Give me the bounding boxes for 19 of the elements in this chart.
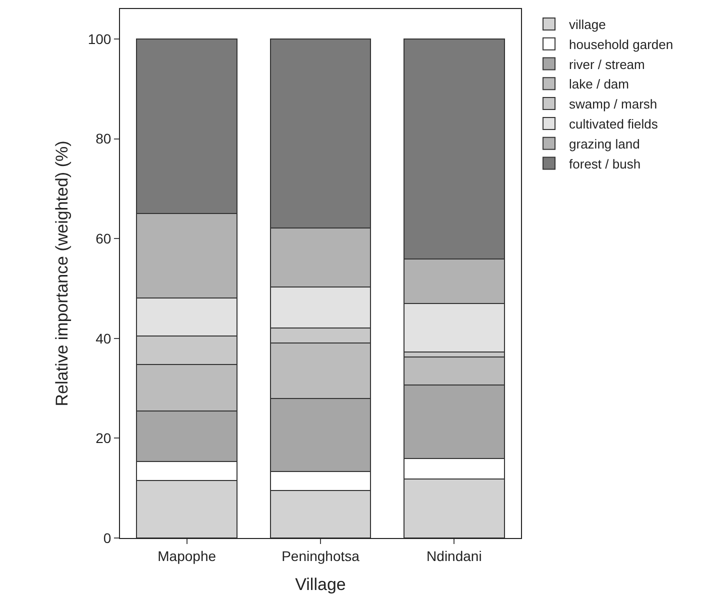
x-tick-label: Mapophe (158, 548, 216, 564)
legend-label: forest / bush (569, 156, 641, 172)
x-tick-label: Ndindani (426, 548, 482, 564)
y-tick-label: 60 (96, 230, 112, 246)
y-tick-label: 40 (96, 330, 112, 346)
legend-label: village (569, 17, 606, 32)
legend-label: cultivated fields (569, 116, 658, 132)
y-tick-label: 20 (96, 430, 112, 446)
y-axis-title: Relative importance (weighted) (%) (52, 140, 72, 406)
x-tick-label: Peninghotsa (282, 548, 360, 564)
legend-label: grazing land (569, 136, 640, 152)
legend-label: river / stream (569, 56, 645, 72)
x-axis-title: Village (295, 575, 346, 594)
y-tick-label: 100 (88, 30, 112, 47)
legend-label: lake / dam (569, 76, 630, 92)
y-tick-label: 0 (103, 530, 112, 546)
y-tick-label: 80 (96, 130, 112, 147)
legend-label: swamp / marsh (569, 96, 658, 112)
legend-label: household garden (569, 36, 674, 52)
